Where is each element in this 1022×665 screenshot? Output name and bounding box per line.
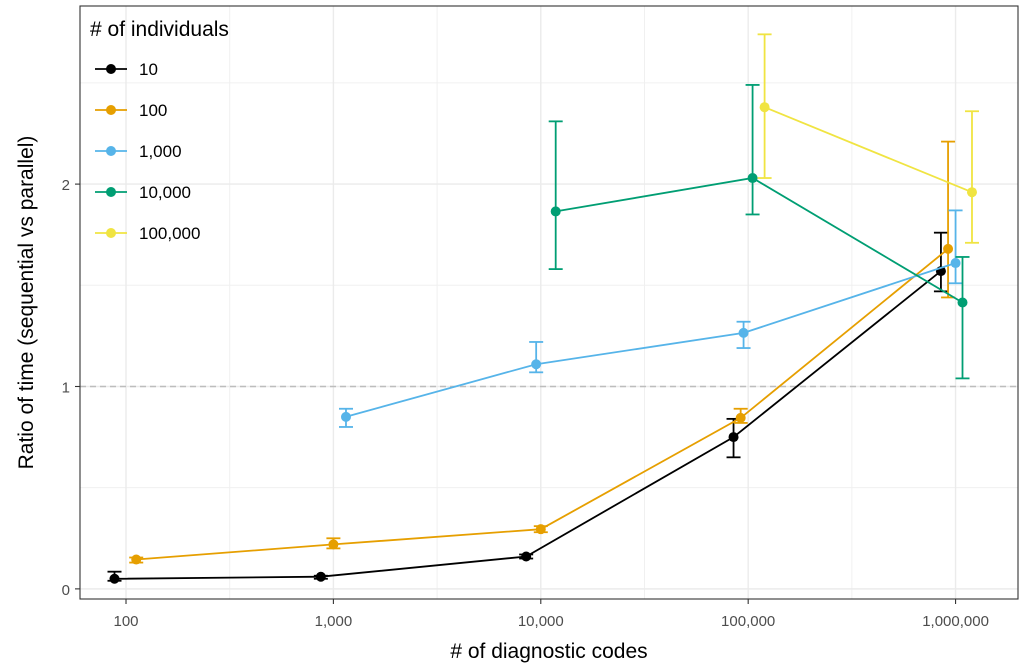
legend-key-point [106,228,116,238]
data-point [966,187,977,198]
series-0 [107,231,948,584]
data-point [340,411,351,422]
series-1 [129,140,956,565]
x-axis-ticks: 100 1,000 10,000 100,000 1,000,000 [113,599,989,630]
data-point [738,327,749,338]
y-axis-ticks: 0 1 2 [62,177,80,599]
series-line [345,262,956,418]
series-2 [338,209,963,428]
legend-item: 1,000 [95,142,182,161]
data-point [109,573,120,584]
x-axis-title: # of diagnostic codes [450,640,647,663]
y-tick-label: 1 [62,379,70,396]
data-point [759,102,770,113]
data-point [943,243,954,254]
legend-key-point [106,64,116,74]
x-tick-label: 10,000 [518,613,564,630]
data-point [550,206,561,217]
data-point [521,551,532,562]
series-line [555,177,963,304]
y-tick-label: 2 [62,177,70,194]
legend-label: 10 [139,60,158,79]
series-line [114,270,942,580]
legend-item: 10 [95,60,158,79]
data-point [315,571,326,582]
data-point [728,432,739,443]
series-4 [757,33,979,244]
y-axis-title: Ratio of time (sequential vs parallel) [15,136,38,470]
data-point [531,359,542,370]
x-tick-label: 100 [113,613,138,630]
legend-key-point [106,105,116,115]
legend-label: 100 [139,101,167,120]
major-gridlines [80,6,1018,599]
legend-item: 10,000 [95,183,191,202]
data-point [131,554,142,565]
legend-title: # of individuals [90,18,229,41]
legend-key-point [106,187,116,197]
panel-border [79,5,1019,600]
x-tick-label: 100,000 [721,613,775,630]
legend-label: 100,000 [139,224,200,243]
legend-label: 10,000 [139,183,191,202]
series-line [764,106,973,194]
legend-item: 100 [95,101,167,120]
data-point [957,297,968,308]
series-layer [107,33,979,584]
data-point [747,173,758,184]
x-tick-label: 1,000 [315,613,353,630]
legend-key-point [106,146,116,156]
series-3 [548,84,970,380]
legend-label: 1,000 [139,142,182,161]
data-point [535,524,546,535]
x-tick-label: 1,000,000 [922,613,989,630]
series-line [136,248,949,561]
y-tick-label: 0 [62,582,70,599]
legend-item: 100,000 [95,224,200,243]
minor-gridlines [80,6,1018,599]
data-point [735,412,746,423]
data-point [328,539,339,550]
data-point [950,258,961,269]
legend: # of individuals 10 100 1,000 10,000 100,000 [90,18,229,243]
